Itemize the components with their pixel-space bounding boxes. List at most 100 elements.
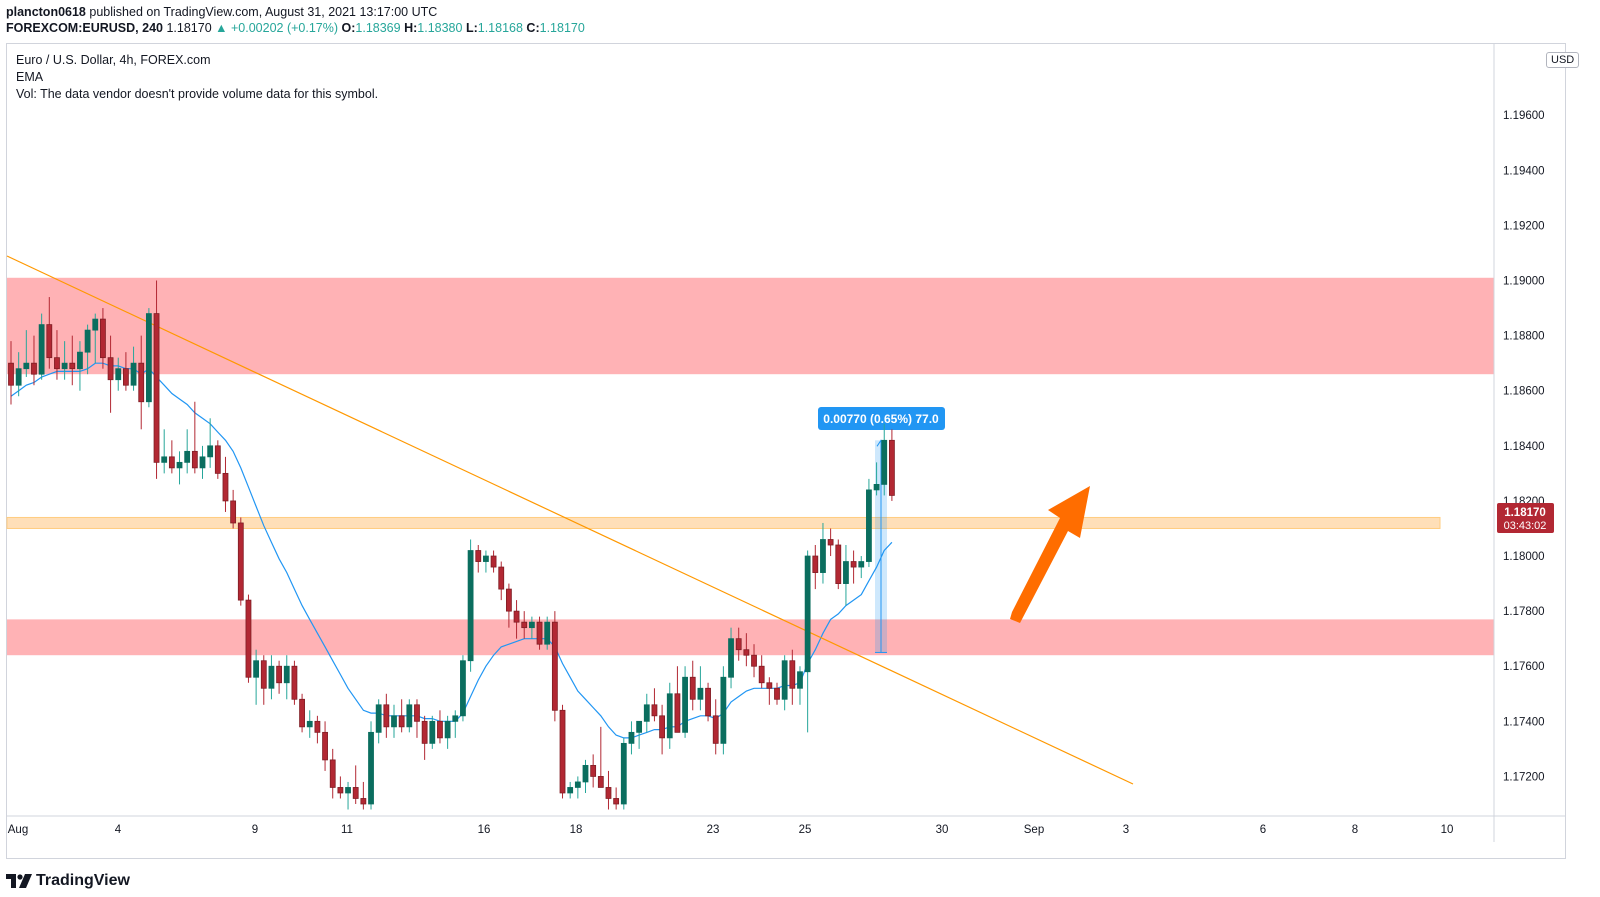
candle <box>352 765 359 804</box>
legend-ema[interactable]: EMA <box>16 70 44 84</box>
candle <box>176 451 183 485</box>
candle-body <box>620 742 627 805</box>
candle <box>858 556 865 579</box>
candle <box>207 418 214 468</box>
candle-body <box>460 660 466 717</box>
x-tick-label: 11 <box>341 824 353 836</box>
candle-body <box>467 550 474 662</box>
candle <box>574 776 581 799</box>
candle <box>345 781 351 810</box>
candle <box>237 517 244 606</box>
currency-badge[interactable]: USD <box>1546 52 1580 68</box>
candle-body <box>291 665 298 700</box>
candle-body <box>107 357 114 381</box>
tradingview-logo[interactable]: TradingView <box>6 872 130 890</box>
candle <box>758 655 765 689</box>
y-tick-label: 1.17400 <box>1503 716 1545 728</box>
candle-body <box>54 357 60 370</box>
price-change: ▲ +0.00202 (+0.17%) <box>215 21 339 35</box>
candle <box>605 770 612 810</box>
candle-body <box>605 787 612 799</box>
candle-body <box>260 660 267 689</box>
candle <box>559 704 566 799</box>
candle-body <box>314 720 321 733</box>
chart-legend: Euro / U.S. Dollar, 4h, FOREX.com EMA Vo… <box>16 52 378 103</box>
candle <box>314 715 321 744</box>
candle-body <box>682 676 688 733</box>
candle-body <box>360 798 367 805</box>
publisher-name[interactable]: plancton0618 <box>6 5 86 19</box>
candle <box>728 627 734 689</box>
candle <box>820 522 826 584</box>
candle <box>414 699 420 738</box>
candle <box>597 726 604 788</box>
candle-body <box>100 318 106 359</box>
open-label: O: <box>341 21 356 35</box>
candle <box>766 677 773 705</box>
x-tick-label: 30 <box>936 824 949 836</box>
candle <box>23 330 30 377</box>
candle-body <box>61 362 68 370</box>
candle-body <box>123 368 129 386</box>
candle-body <box>31 362 37 375</box>
candle-body <box>528 621 535 629</box>
candle-body <box>23 362 30 370</box>
candle-body <box>138 362 145 403</box>
level-zone <box>6 516 1441 529</box>
candle <box>551 611 558 722</box>
candle <box>751 644 757 678</box>
candle <box>743 633 750 667</box>
candle-body <box>383 704 390 728</box>
candle-body <box>651 704 658 717</box>
candle <box>505 583 512 628</box>
candle-body <box>322 731 328 761</box>
candle-body <box>743 649 750 656</box>
trendline-layer[interactable] <box>6 255 1134 785</box>
candle <box>46 297 53 369</box>
arrow-layer[interactable] <box>1010 486 1090 623</box>
candle-body <box>268 665 275 689</box>
tradingview-logo-icon <box>6 874 32 888</box>
candle-body <box>115 368 122 381</box>
candle <box>161 429 168 474</box>
candle-body <box>597 776 604 788</box>
candle-body <box>283 665 290 684</box>
candle <box>797 666 803 705</box>
candle <box>567 781 574 799</box>
candle <box>368 721 374 810</box>
candle <box>337 776 344 799</box>
candle-body <box>881 439 888 485</box>
candle <box>666 682 673 749</box>
candle <box>521 611 528 639</box>
candle-body <box>153 313 160 463</box>
candle <box>444 715 451 749</box>
open-value: 1.18369 <box>355 21 401 35</box>
x-tick-label: 4 <box>115 824 122 836</box>
candle <box>253 649 260 705</box>
candle-body <box>475 550 482 562</box>
candle-body <box>889 439 895 496</box>
candle-body <box>406 704 413 728</box>
candle-body <box>306 720 313 728</box>
candle-body <box>199 456 206 469</box>
candle-body <box>758 665 765 684</box>
candle <box>291 660 298 705</box>
candle-body <box>84 329 91 353</box>
candle-body <box>590 765 597 777</box>
legend-title[interactable]: Euro / U.S. Dollar, 4h, FOREX.com <box>16 53 211 67</box>
low-label: L: <box>465 21 478 35</box>
candle-body <box>643 704 650 722</box>
legend-vol[interactable]: Vol: The data vendor doesn't provide vol… <box>16 87 379 101</box>
candle <box>774 682 780 705</box>
candle <box>881 423 888 496</box>
candle <box>322 721 328 771</box>
candle <box>100 308 106 369</box>
candle-body <box>337 787 344 794</box>
candle <box>735 627 742 661</box>
candle-body <box>674 693 681 733</box>
candle-body <box>689 676 696 700</box>
candle-body <box>613 798 620 805</box>
candle-body <box>544 621 551 645</box>
candle <box>651 688 658 722</box>
